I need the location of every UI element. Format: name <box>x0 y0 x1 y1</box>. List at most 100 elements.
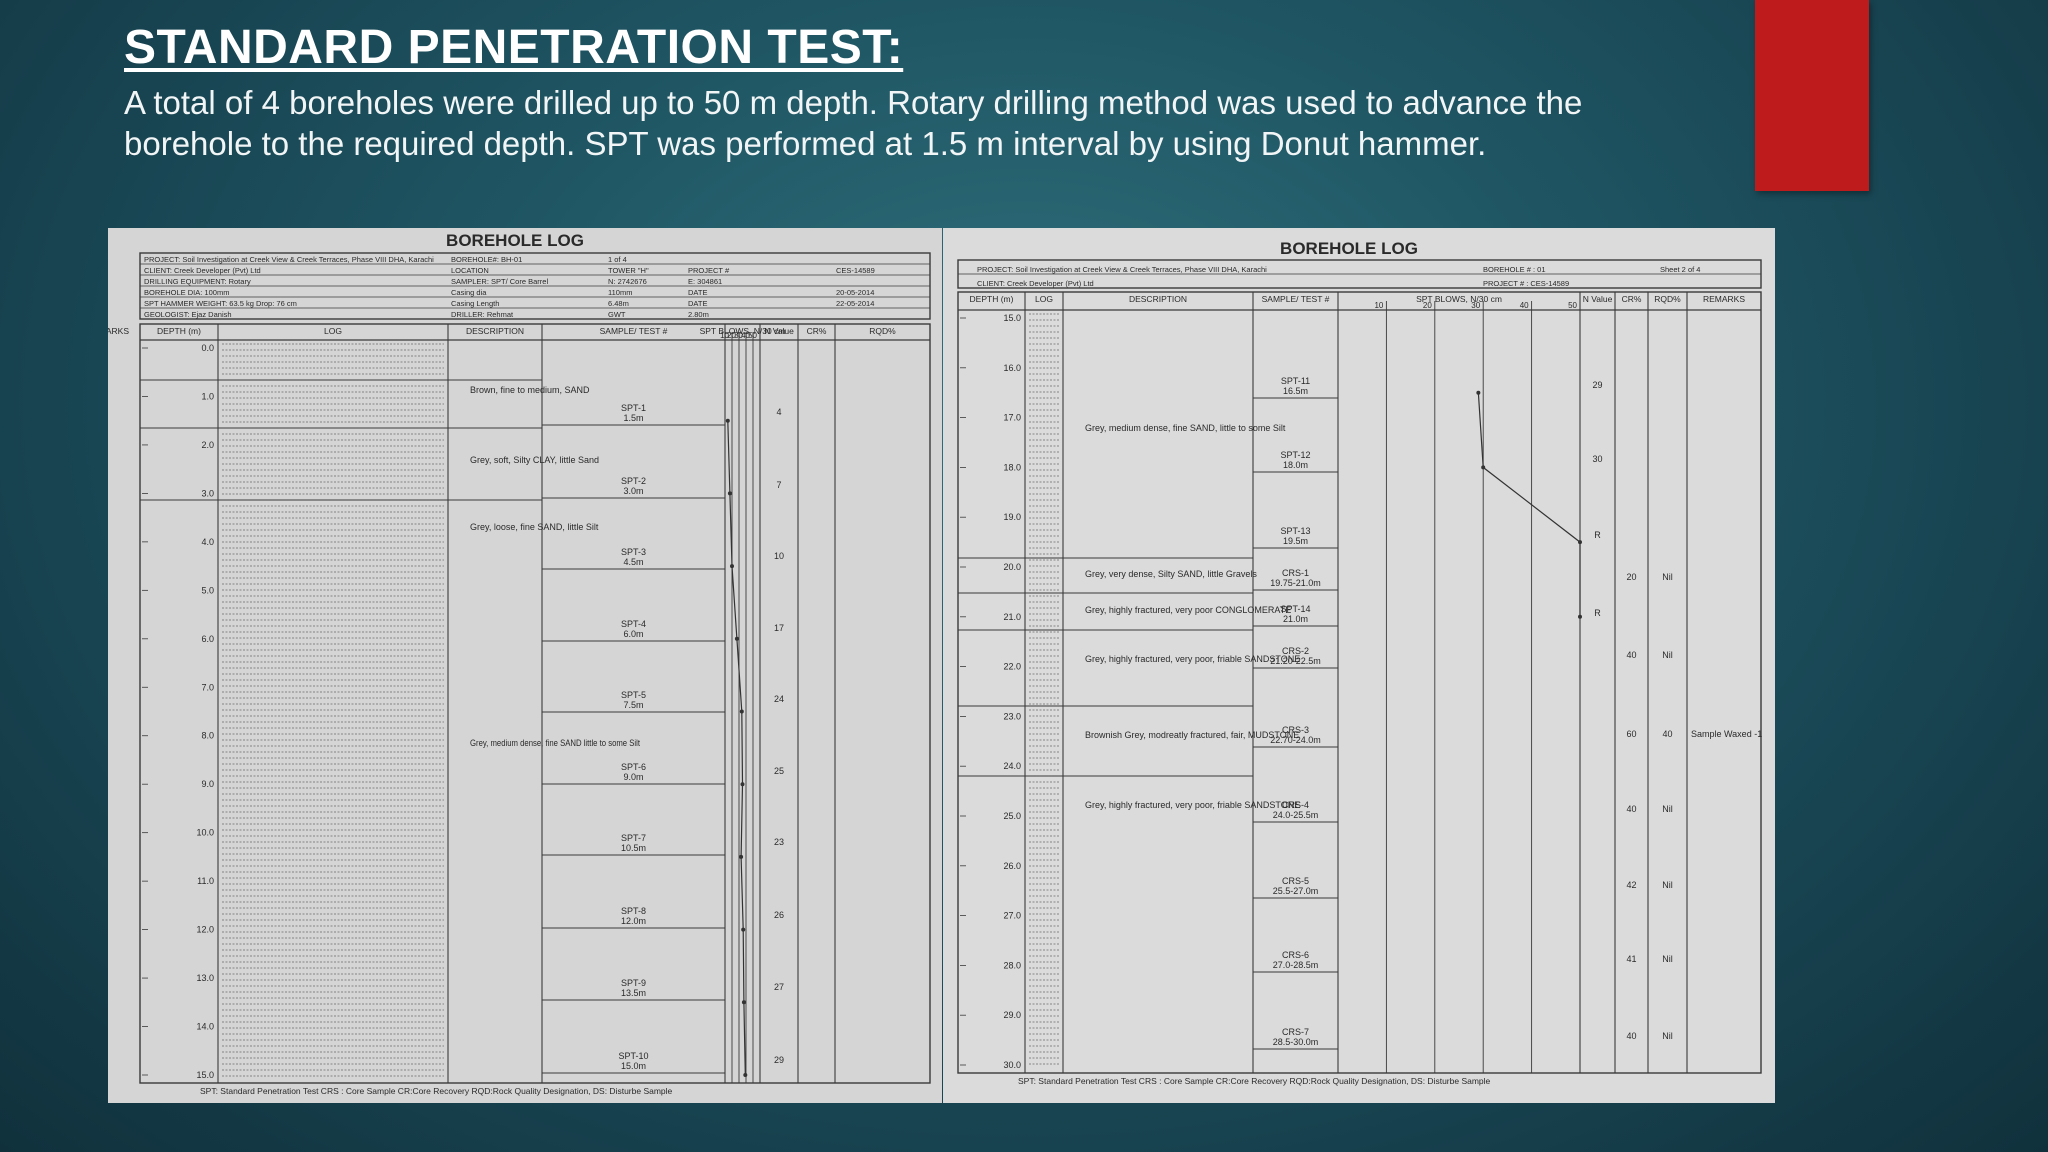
layer-description: Grey, medium dense, fine SAND, little to… <box>1085 423 1286 433</box>
spt-point <box>725 418 730 423</box>
depth-label: 3.0 <box>201 488 214 498</box>
column-header: CR% <box>807 326 827 336</box>
n-value: 4 <box>776 407 781 417</box>
column-header: DEPTH (m) <box>157 326 201 336</box>
sample-depth: 21.0m <box>1283 614 1308 624</box>
borehole-log-sheet: BOREHOLE LOG PROJECT: Soil Investigation … <box>108 228 942 1103</box>
column-header: CR% <box>1622 294 1642 304</box>
layer-description: Grey, medium dense, fine SAND little to … <box>470 738 640 748</box>
info-cell: Sheet 2 of 4 <box>1660 265 1700 274</box>
sample-id: SPT-13 <box>1280 526 1310 536</box>
layer-description: Grey, highly fractured, very poor CONGLO… <box>1085 605 1291 615</box>
n-value: 23 <box>774 837 784 847</box>
n-value: 17 <box>774 623 784 633</box>
layer-description: Grey, soft, Silty CLAY, little Sand <box>470 455 599 465</box>
spt-point <box>1578 540 1582 545</box>
info-cell: CES-14589 <box>836 266 875 275</box>
n-value: 29 <box>1592 380 1602 390</box>
spt-point <box>734 636 739 641</box>
spt-point <box>730 564 734 569</box>
paper-background <box>943 228 1775 1103</box>
borehole-log-photo-sheet-1: BOREHOLE LOG PROJECT: Soil Investigation … <box>108 228 942 1103</box>
rqd-value: Nil <box>1662 650 1673 660</box>
info-cell: Casing Length <box>451 299 499 308</box>
borehole-log-sheet: BOREHOLE LOG PROJECT: Soil Investigation … <box>943 228 1775 1103</box>
spt-point <box>741 1000 746 1005</box>
rqd-value: 40 <box>1662 729 1672 739</box>
cr-value: 42 <box>1626 880 1636 890</box>
info-cell: 1 of 4 <box>608 255 627 264</box>
depth-label: 22.0 <box>1003 662 1021 672</box>
rqd-value: Nil <box>1662 954 1673 964</box>
info-cell: SAMPLER: SPT/ Core Barrel <box>451 277 548 286</box>
n-value: R <box>1594 530 1601 540</box>
info-cell: PROJECT: Soil Investigation at Creek Vie… <box>144 255 434 264</box>
info-cell: DATE <box>688 299 707 308</box>
info-cell: PROJECT: Soil Investigation at Creek Vie… <box>977 265 1267 274</box>
sample-id: CRS-6 <box>1282 950 1309 960</box>
info-cell: 20-05-2014 <box>836 288 874 297</box>
blow-tick: 10 <box>1374 301 1383 310</box>
sample-depth: 4.5m <box>623 557 643 567</box>
spt-point <box>1578 614 1582 619</box>
blow-tick: 20 <box>1423 301 1432 310</box>
info-cell: 6.48m <box>608 299 629 308</box>
depth-label: 16.0 <box>1003 363 1021 373</box>
blow-tick: 40 <box>741 331 750 340</box>
info-cell: Casing dia <box>451 288 487 297</box>
blow-tick: 20 <box>727 331 736 340</box>
sample-depth: 28.5-30.0m <box>1273 1037 1319 1047</box>
depth-label: 13.0 <box>196 973 214 983</box>
depth-label: 8.0 <box>201 731 214 741</box>
info-cell: 22-05-2014 <box>836 299 874 308</box>
blow-tick: 40 <box>1520 301 1529 310</box>
cr-value: 40 <box>1626 804 1636 814</box>
layer-description: Grey, highly fractured, very poor, friab… <box>1085 800 1300 810</box>
info-cell: TOWER "H" <box>608 266 649 275</box>
sample-id: SPT-8 <box>621 906 646 916</box>
log-footer: SPT: Standard Penetration Test CRS : Cor… <box>1018 1076 1491 1086</box>
red-accent-bar <box>1755 0 1869 191</box>
borehole-log-photo-sheet-2: BOREHOLE LOG PROJECT: Soil Investigation … <box>943 228 1775 1103</box>
blow-tick: 50 <box>748 331 757 340</box>
sample-depth: 22.70-24.0m <box>1270 735 1321 745</box>
layer-description: Grey, loose, fine SAND, little Silt <box>470 522 599 532</box>
n-value: 25 <box>774 766 784 776</box>
info-cell: 2.80m <box>688 310 709 319</box>
column-header: LOG <box>1035 294 1053 304</box>
sample-depth: 1.5m <box>623 413 643 423</box>
sample-depth: 21.20-22.5m <box>1270 656 1321 666</box>
depth-label: 0.0 <box>201 343 214 353</box>
sample-id: SPT-12 <box>1280 450 1310 460</box>
info-cell: PROJECT # : CES-14589 <box>1483 279 1569 288</box>
sample-id: SPT-1 <box>621 403 646 413</box>
spt-point <box>1481 465 1486 470</box>
sample-depth: 19.5m <box>1283 536 1308 546</box>
depth-label: 28.0 <box>1003 960 1021 970</box>
depth-label: 4.0 <box>201 537 214 547</box>
depth-label: 15.0 <box>196 1070 214 1080</box>
layer-description: Brownish Grey, modreatly fractured, fair… <box>1085 730 1299 740</box>
sample-depth: 10.5m <box>621 843 646 853</box>
blow-tick: 10 <box>720 331 729 340</box>
depth-label: 14.0 <box>196 1022 214 1032</box>
rqd-value: Nil <box>1662 1031 1673 1041</box>
spt-point <box>1476 390 1481 395</box>
depth-label: 2.0 <box>201 440 214 450</box>
layer-description: Brown, fine to medium, SAND <box>470 385 590 395</box>
column-header: LOG <box>324 326 342 336</box>
sample-id: SPT-9 <box>621 978 646 988</box>
slide-body-text: A total of 4 boreholes were drilled up t… <box>124 84 1583 162</box>
cr-value: 40 <box>1626 650 1636 660</box>
info-cell: N: 2742676 <box>608 277 647 286</box>
sample-depth: 7.5m <box>623 700 643 710</box>
sample-id: SPT-4 <box>621 619 646 629</box>
depth-label: 10.0 <box>196 828 214 838</box>
column-header: DESCRIPTION <box>466 326 524 336</box>
spt-curve <box>1477 392 1581 617</box>
layer-description: Grey, highly fractured, very poor, friab… <box>1085 654 1300 664</box>
depth-label: 19.0 <box>1003 512 1021 522</box>
cr-value: 41 <box>1626 954 1636 964</box>
rqd-value: Nil <box>1662 880 1673 890</box>
sample-id: SPT-6 <box>621 762 646 772</box>
